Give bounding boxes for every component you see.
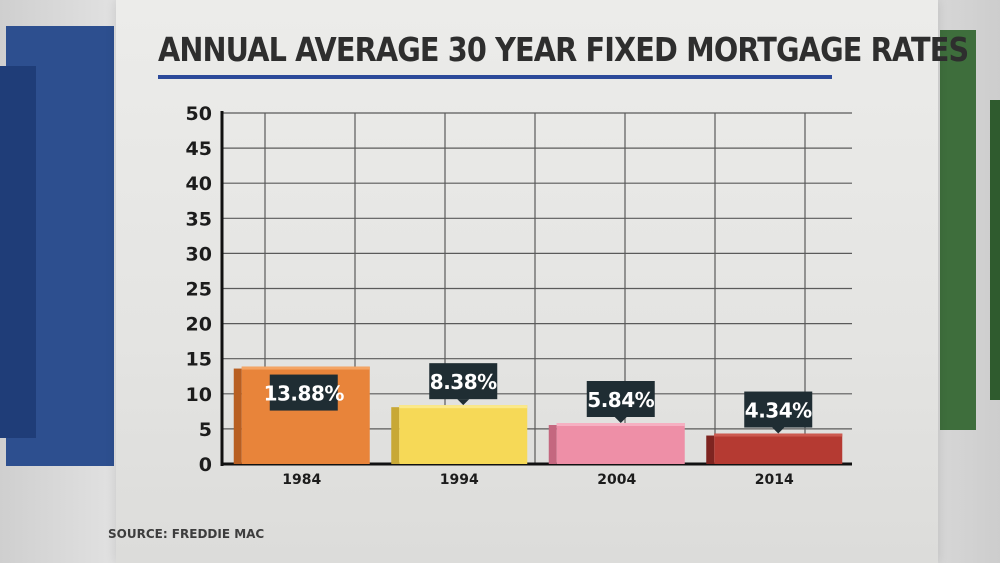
chart-title: ANNUAL AVERAGE 30 YEAR FIXED MORTGAGE RA… xyxy=(158,30,969,69)
blue-decor-strip xyxy=(0,66,36,438)
bar xyxy=(399,405,528,464)
x-category-label: 1994 xyxy=(440,472,479,488)
bar-top-edge xyxy=(556,423,685,427)
bar-side xyxy=(548,425,557,464)
y-tick-label: 35 xyxy=(186,208,212,230)
y-tick-label: 20 xyxy=(186,314,212,336)
data-label-box xyxy=(586,381,655,418)
bar-side xyxy=(706,435,715,464)
source-note: SOURCE: FREDDIE MAC xyxy=(108,527,265,541)
title-underline xyxy=(158,75,832,79)
data-label: 8.38% xyxy=(430,370,497,394)
data-label: 5.84% xyxy=(587,388,654,412)
bar-top-edge xyxy=(241,366,370,370)
bar-top-edge xyxy=(399,405,528,409)
y-tick-label: 0 xyxy=(199,454,212,476)
data-label-pointer xyxy=(772,427,785,434)
bar xyxy=(714,433,843,464)
x-category-label: 1984 xyxy=(282,472,321,488)
data-label: 4.34% xyxy=(745,399,812,423)
y-tick-label: 30 xyxy=(186,243,212,265)
bar xyxy=(556,423,685,464)
x-category-label: 2014 xyxy=(755,472,794,488)
data-label: 13.88% xyxy=(264,382,345,406)
data-label-box xyxy=(269,374,338,411)
bar-side xyxy=(233,368,242,464)
y-tick-label: 5 xyxy=(199,419,212,441)
y-tick-label: 50 xyxy=(186,103,212,125)
y-tick-label: 45 xyxy=(186,138,212,160)
y-tick-label: 40 xyxy=(186,173,212,195)
chart-panel xyxy=(116,0,938,563)
x-category-label: 2004 xyxy=(597,472,636,488)
bar-side xyxy=(391,407,400,464)
data-label-box xyxy=(744,391,813,428)
y-tick-label: 25 xyxy=(186,279,212,301)
data-label-pointer xyxy=(614,417,627,424)
data-label-pointer xyxy=(457,399,470,406)
data-label-box xyxy=(429,363,498,400)
green-decor-strip xyxy=(990,100,1000,400)
green-decor-panel xyxy=(940,30,976,430)
y-tick-label: 15 xyxy=(186,349,212,371)
bar-top-edge xyxy=(714,433,843,437)
y-tick-label: 10 xyxy=(186,384,212,406)
